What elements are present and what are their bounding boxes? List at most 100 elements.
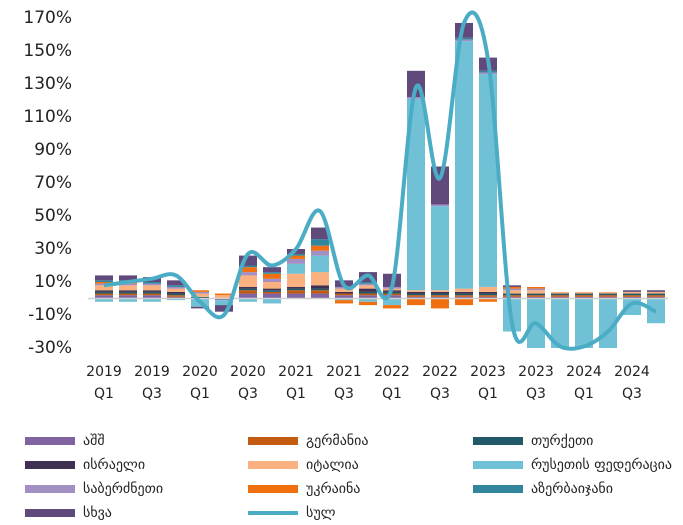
bar-segment [575, 298, 593, 348]
x-tick-label: Q3 [334, 386, 354, 402]
bar-segment [575, 291, 593, 294]
bar-segment [311, 239, 329, 246]
bar-segment [167, 286, 185, 289]
bar-segment [143, 295, 161, 299]
legend-label: უკრაინა [306, 480, 360, 497]
bar-segment [119, 290, 137, 292]
x-tick-label: 2021 [326, 364, 362, 380]
y-tick-label: -30% [28, 338, 72, 358]
bar-segment [239, 265, 257, 268]
bar-segment [359, 293, 377, 296]
bar-segment [239, 275, 257, 287]
bar-segment [263, 288, 281, 291]
bar-segment [95, 280, 113, 282]
bar-segment [383, 295, 401, 299]
bar-segment [431, 295, 449, 297]
x-tick-label: 2024 [614, 364, 650, 380]
bar-segment [287, 293, 305, 299]
bar-segment [383, 305, 401, 309]
bar-segment [455, 41, 473, 289]
bar-segment [191, 291, 209, 294]
bar-segment [263, 272, 281, 274]
y-tick-label: 30% [34, 239, 72, 259]
bar-segment [119, 295, 137, 299]
y-tick-label: 50% [34, 206, 72, 226]
bar-segment [431, 293, 449, 296]
bar-segment [503, 288, 521, 291]
bar-segment [143, 283, 161, 286]
y-tick-label: 170% [23, 8, 72, 28]
bar-segment [407, 98, 425, 291]
bar-segment [455, 39, 473, 42]
bar-segment [95, 290, 113, 292]
bar-segment [143, 290, 161, 292]
bar-segment [431, 290, 449, 292]
bar-segment [239, 298, 257, 302]
bar-segment [191, 296, 209, 299]
bar-segment [335, 291, 353, 294]
bar-segment [647, 293, 665, 296]
bar-segment [407, 97, 425, 99]
x-tick-label: Q3 [526, 386, 546, 402]
x-tick-label: Q3 [430, 386, 450, 402]
bar-segment [599, 291, 617, 294]
bar-segment [479, 296, 497, 299]
bar-segment [119, 285, 137, 291]
bar-segment [575, 293, 593, 296]
bar-segment [215, 300, 233, 306]
legend-label: სულ [306, 505, 336, 521]
bar-segment [191, 306, 209, 309]
bar-segment [479, 293, 497, 296]
bar-segment [455, 37, 473, 40]
bar-segment [167, 288, 185, 292]
bar-segment [431, 204, 449, 207]
legend-label: გერმანია [306, 432, 368, 449]
y-tick-label: 90% [34, 140, 72, 160]
bar-segment [311, 227, 329, 240]
bar-segment [311, 255, 329, 273]
bar-segment [311, 250, 329, 256]
bar-segment [119, 291, 137, 294]
bar-segment [167, 285, 185, 287]
bar-segment [479, 298, 497, 302]
bar-segment [647, 291, 665, 294]
bar-segment [575, 295, 593, 297]
x-tick-label: 2023 [470, 364, 506, 380]
bar-segment [431, 298, 449, 309]
x-tick-label: Q1 [94, 386, 114, 402]
bar-segment [215, 298, 233, 301]
legend-swatch [248, 485, 298, 493]
bar-segment [431, 206, 449, 291]
bar-segment [239, 272, 257, 276]
x-tick-label: 2022 [374, 364, 410, 380]
bar-segment [239, 267, 257, 273]
bar-segment [311, 288, 329, 291]
bar-segment [407, 293, 425, 296]
bar-segment [383, 298, 401, 306]
bar-segment [287, 258, 305, 264]
bar-segment [143, 293, 161, 296]
bar-segment [263, 291, 281, 294]
legend-swatch [25, 461, 75, 469]
bar-segment [527, 351, 545, 358]
legend-swatch [25, 485, 75, 493]
bar-segment [359, 301, 377, 306]
bar-segment [95, 295, 113, 299]
legend-swatch [248, 437, 298, 445]
y-tick-label: 10% [34, 272, 72, 292]
legend-label: აზერბაიჯანი [531, 480, 613, 497]
legend-label: რუსეთის ფედერაცია [531, 456, 672, 473]
bar-segment [95, 275, 113, 281]
x-tick-label: 2019 [86, 364, 122, 380]
bar-segment [623, 291, 641, 294]
y-tick-label: 150% [23, 41, 72, 61]
bar-segment [647, 296, 665, 299]
bar-segment [503, 286, 521, 289]
bar-segment [647, 295, 665, 297]
bar-segment [143, 285, 161, 291]
bar-segment [287, 255, 305, 259]
bar-segment [575, 296, 593, 299]
bar-segment [359, 295, 377, 299]
legend-label: აშშ [83, 433, 105, 449]
